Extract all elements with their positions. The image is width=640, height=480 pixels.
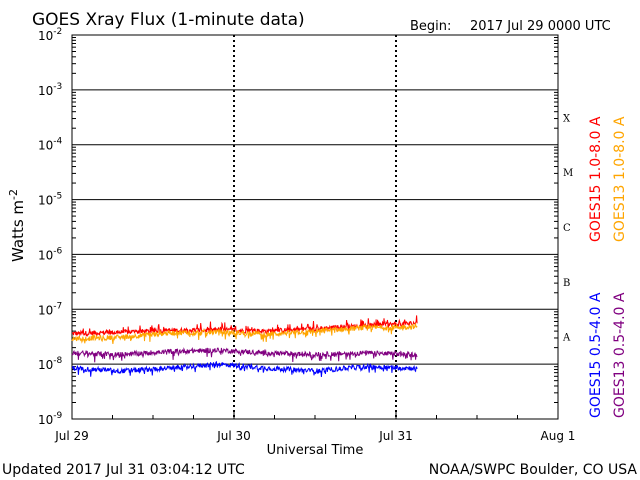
x-tick-label: Aug 1 (541, 429, 576, 443)
series-line (71, 322, 418, 344)
flare-class-label: A (562, 333, 571, 344)
flare-class-label: C (563, 223, 571, 234)
series-line (71, 347, 418, 363)
begin-label: Begin: (410, 19, 451, 34)
y-tick-label: 10-7 (38, 301, 62, 317)
y-tick-label: 10-8 (38, 356, 63, 372)
begin-value: 2017 Jul 29 0000 UTC (470, 19, 611, 34)
flare-class-label: M (563, 168, 573, 179)
legend-entry: GOES13 1.0-8.0 A (612, 116, 628, 242)
y-axis-label-exponent: -2 (7, 189, 20, 200)
x-tick-label: Jul 29 (54, 429, 89, 443)
flare-class-label: X (563, 113, 571, 124)
y-tick-label: 10-2 (38, 27, 62, 43)
y-tick-label: 10-4 (38, 137, 63, 153)
flare-class-labels: X M C B A (562, 113, 573, 343)
chart-title: GOES Xray Flux (1-minute data) (32, 10, 305, 30)
vertical-day-separators (233, 35, 397, 419)
y-tick-label: 10-5 (38, 192, 62, 208)
legend-entry: GOES15 0.5-4.0 A (588, 292, 604, 418)
y-axis-label-main: Watts m (9, 200, 27, 262)
x-axis-label: Universal Time (267, 443, 364, 458)
x-tick-label: Jul 30 (216, 429, 251, 443)
y-tick-label: 10-3 (38, 82, 62, 98)
plot-frame (71, 34, 559, 420)
series-lines (71, 315, 418, 377)
x-axis-ticks: Jul 29 Jul 30 Jul 31 Aug 1 (54, 411, 575, 443)
x-tick-label: Jul 31 (378, 429, 413, 443)
y-tick-label: 10-9 (38, 411, 63, 427)
y-axis-label: Watts m-2 (7, 189, 27, 262)
horizontal-gridlines (72, 89, 558, 365)
y-tick-label: 10-6 (38, 246, 63, 262)
series-line (72, 360, 418, 377)
flare-class-label: B (563, 278, 570, 289)
updated-timestamp: Updated 2017 Jul 31 03:04:12 UTC (2, 462, 245, 478)
y-axis-ticks: 10-2 10-3 10-4 10-5 10-6 10-7 10-8 10-9 (38, 27, 558, 427)
legend: GOES15 1.0-8.0 A GOES13 1.0-8.0 A GOES15 0… (588, 116, 628, 418)
legend-entry: GOES15 1.0-8.0 A (588, 116, 604, 242)
credit-text: NOAA/SWPC Boulder, CO USA (429, 462, 638, 478)
legend-entry: GOES13 0.5-4.0 A (612, 292, 628, 418)
